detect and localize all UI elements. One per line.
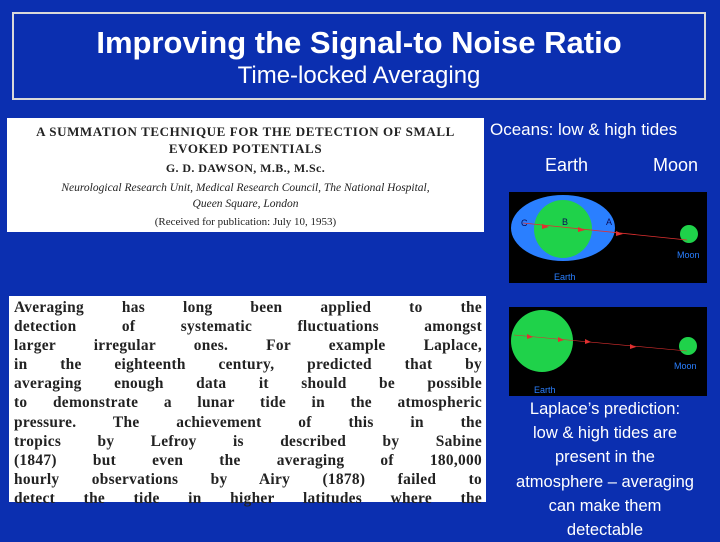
paper-affiliation-line2: Queen Square, London bbox=[192, 198, 299, 210]
moon-disc bbox=[680, 225, 698, 243]
earth-globe bbox=[534, 200, 592, 258]
laplace-prediction-text: Laplace’s prediction: low & high tides a… bbox=[494, 397, 716, 542]
moon-disc bbox=[679, 337, 697, 355]
slide-title: Improving the Signal-to Noise Ratio bbox=[96, 25, 622, 60]
moon-small-label: Moon bbox=[677, 250, 700, 260]
paper-header-image: A SUMMATION TECHNIQUE FOR THE DETECTION … bbox=[7, 118, 484, 232]
tide-arrow bbox=[542, 224, 549, 229]
tides-heading: Oceans: low & high tides bbox=[490, 120, 678, 139]
tide-arrow bbox=[630, 344, 636, 349]
tide-arrow bbox=[585, 339, 591, 344]
paper-body-excerpt: Averaging has long been applied to the d… bbox=[9, 296, 486, 507]
paper-line: larger irregular ones. For example Lapla… bbox=[14, 337, 482, 355]
laplace-line: present in the bbox=[555, 448, 655, 467]
paper-received-date: (Received for publication: July 10, 1953… bbox=[154, 216, 337, 228]
paper-line: (1847) but even the averaging of 180,000 bbox=[14, 451, 482, 469]
title-box: Improving the Signal-to Noise Ratio Time… bbox=[12, 12, 706, 100]
paper-title-line1: A SUMMATION TECHNIQUE FOR THE DETECTION … bbox=[36, 124, 455, 139]
tide-arrow bbox=[558, 337, 564, 342]
earth-globe bbox=[511, 310, 573, 372]
moon-label: Moon bbox=[653, 155, 699, 175]
point-a-label: A bbox=[606, 217, 612, 227]
tide-arrow bbox=[616, 231, 623, 236]
paper-title-line2: EVOKED POTENTIALS bbox=[168, 141, 323, 156]
paper-line: detect the tide in higher latitudes wher… bbox=[14, 489, 482, 507]
paper-line: in the eighteenth century, predicted tha… bbox=[14, 356, 482, 374]
laplace-line: atmosphere – averaging bbox=[516, 472, 694, 491]
paper-affiliation-line1: Neurological Research Unit, Medical Rese… bbox=[61, 182, 430, 194]
paper-line: detection of systematic fluctuations amo… bbox=[14, 318, 482, 336]
paper-line: hourly observations by Airy (1878) faile… bbox=[14, 470, 482, 488]
atmosphere-tides-diagram: Moon Earth bbox=[509, 307, 707, 396]
slide-subtitle: Time-locked Averaging bbox=[237, 62, 481, 89]
tide-arrow bbox=[527, 334, 533, 339]
moon-small-label: Moon bbox=[674, 361, 697, 371]
laplace-line: can make them bbox=[548, 496, 662, 515]
paper-line: pressure. The achievement of this in the bbox=[14, 413, 482, 431]
paper-author: G. D. DAWSON, M.B., M.Sc. bbox=[165, 161, 326, 175]
paper-line: to demonstrate a lunar tide in the atmos… bbox=[14, 394, 482, 412]
tide-arrow bbox=[578, 227, 585, 232]
earth-small-label: Earth bbox=[554, 272, 576, 282]
point-c-label: C bbox=[521, 218, 528, 228]
paper-line: tropics by Lefroy is described by Sabine bbox=[14, 432, 482, 450]
paper-line: averaging enough data it should be possi… bbox=[14, 375, 482, 393]
paper-line: Averaging has long been applied to the bbox=[14, 299, 482, 316]
ocean-tides-diagram: C B A Moon Earth bbox=[509, 192, 707, 283]
laplace-line: detectable bbox=[566, 521, 644, 540]
point-b-label: B bbox=[562, 217, 568, 227]
earth-small-label: Earth bbox=[534, 385, 556, 395]
earth-label: Earth bbox=[545, 155, 589, 175]
laplace-line: Laplace’s prediction: bbox=[529, 400, 681, 418]
laplace-line: low & high tides are bbox=[533, 424, 677, 443]
